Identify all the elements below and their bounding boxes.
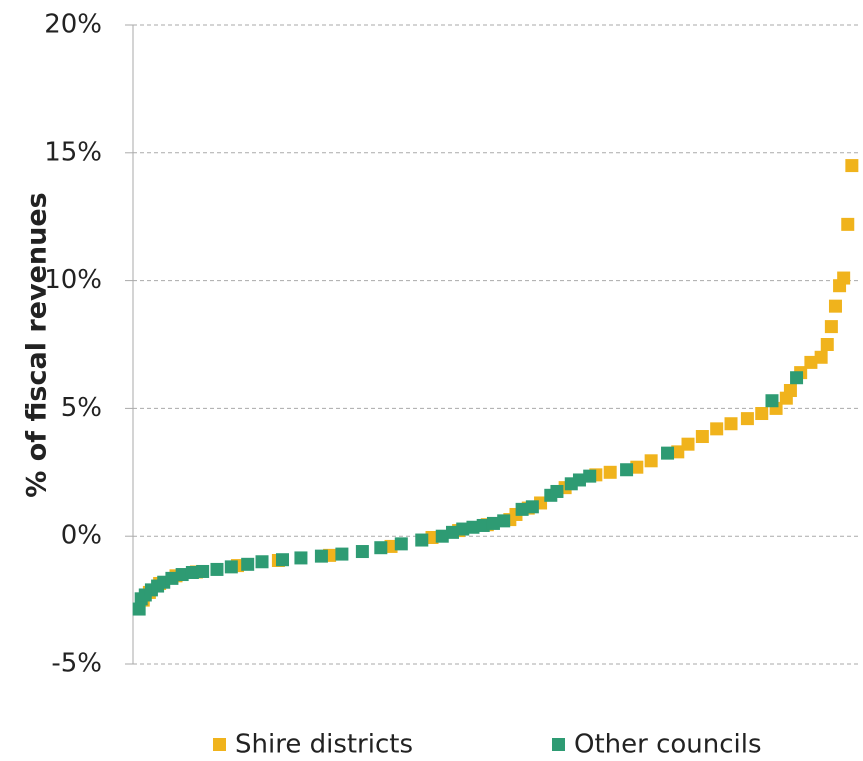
point [435, 529, 449, 543]
point [515, 502, 529, 516]
point [165, 571, 179, 585]
point [196, 564, 210, 578]
y-tick-label: 20% [44, 10, 102, 40]
legend-label: Other councils [574, 730, 762, 760]
point [550, 484, 564, 498]
point [497, 514, 511, 528]
point [466, 520, 480, 534]
point [486, 516, 500, 530]
point [828, 299, 842, 313]
legend-swatch [552, 738, 565, 751]
point [740, 412, 754, 426]
point [824, 320, 838, 334]
point [783, 384, 797, 398]
point [572, 473, 586, 487]
point [241, 557, 255, 571]
point [210, 562, 224, 576]
point [185, 565, 199, 579]
point [837, 271, 851, 285]
point [374, 541, 388, 555]
y-tick-label: 5% [61, 393, 102, 423]
point [445, 525, 459, 539]
point [630, 460, 644, 474]
point [415, 533, 429, 547]
point [755, 407, 769, 421]
y-tick-label: 15% [44, 137, 102, 167]
point [671, 445, 685, 459]
point [710, 422, 724, 436]
point [790, 371, 804, 385]
y-tick-label: 0% [61, 521, 102, 551]
y-axis-title: % of fiscal revenues [22, 192, 53, 497]
point [804, 355, 818, 369]
point [384, 539, 398, 553]
point [276, 553, 290, 567]
point [456, 522, 470, 536]
point [425, 530, 439, 544]
point [724, 417, 738, 431]
point [255, 555, 269, 569]
point [355, 545, 369, 559]
point [583, 469, 597, 483]
point [603, 465, 617, 479]
point [294, 551, 308, 565]
point [525, 500, 539, 514]
point [314, 549, 328, 563]
point [681, 437, 695, 451]
point [841, 217, 855, 231]
point [335, 547, 349, 561]
point [695, 430, 709, 444]
point [820, 338, 834, 351]
point [175, 568, 189, 582]
point [845, 159, 859, 173]
point [476, 518, 490, 532]
legend-label: Shire districts [235, 730, 413, 760]
y-tick-label: -5% [51, 649, 102, 679]
y-tick-label: 10% [44, 265, 102, 295]
point [132, 602, 146, 616]
point [644, 454, 658, 468]
point [765, 394, 779, 408]
legend-swatch [213, 738, 226, 751]
point [620, 463, 634, 477]
point [661, 446, 675, 460]
point [814, 350, 828, 364]
point [394, 537, 408, 551]
point [224, 560, 238, 574]
